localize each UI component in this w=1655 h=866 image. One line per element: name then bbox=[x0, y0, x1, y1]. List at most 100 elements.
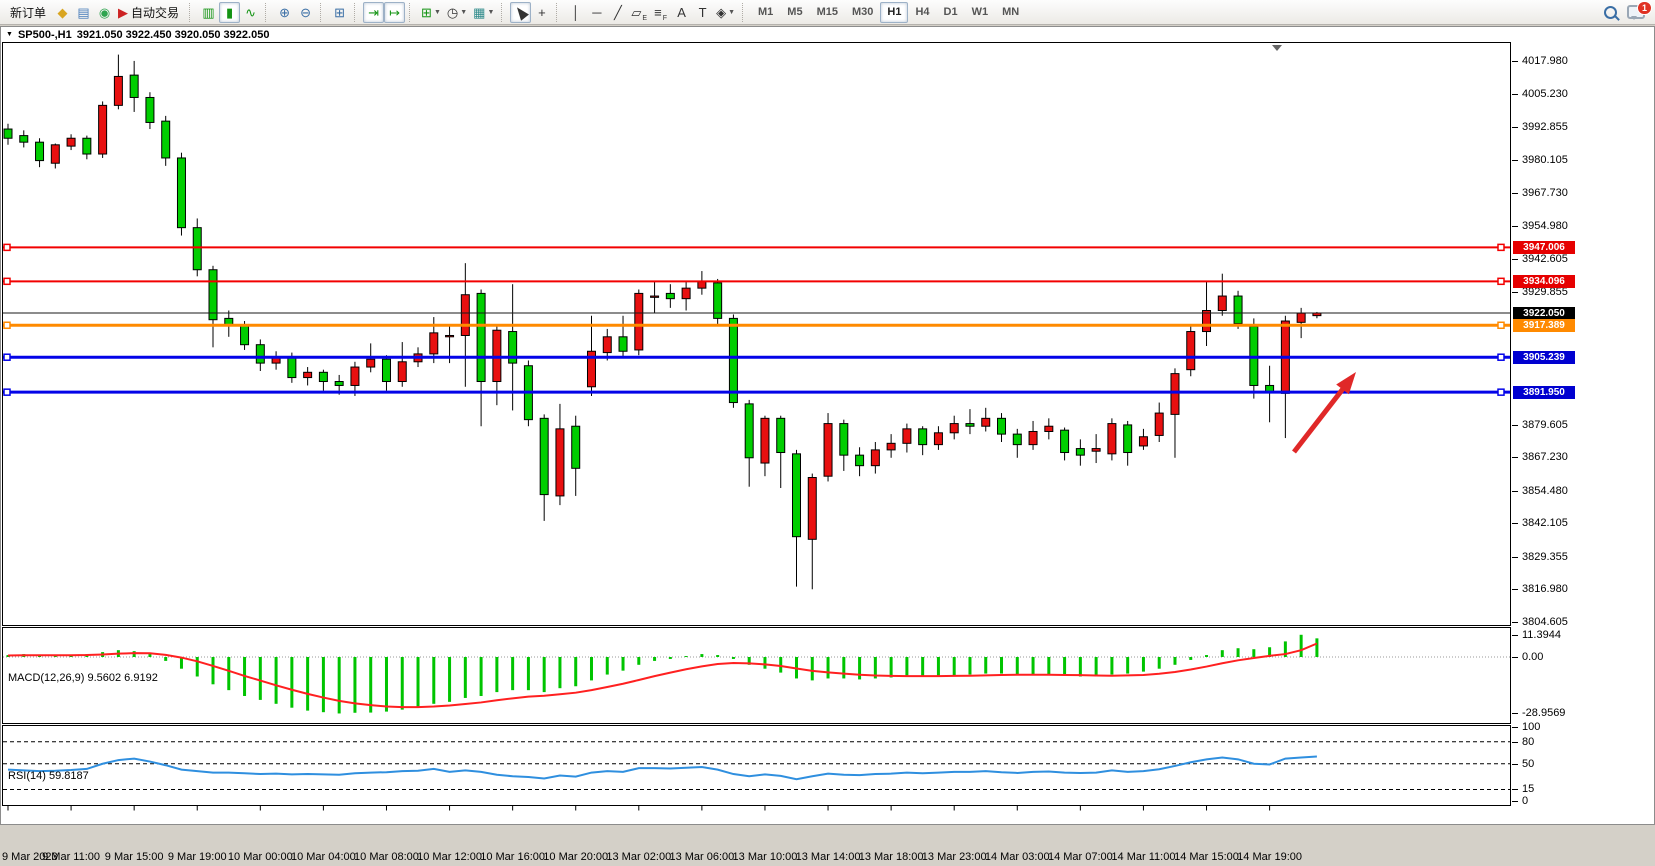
timeframe-button-mn[interactable]: MN bbox=[1002, 6, 1020, 18]
hline-handle[interactable] bbox=[1497, 388, 1505, 396]
autotrading-glyph: ▶ bbox=[118, 4, 129, 20]
shapes-button[interactable]: ◈ ▼ bbox=[713, 2, 738, 23]
trendline-button[interactable]: ╱ bbox=[607, 2, 628, 23]
scale-tick-mark bbox=[1512, 292, 1518, 294]
rsi-scale-50: 50 bbox=[1522, 757, 1535, 770]
auto-scroll-button[interactable]: ⇥ bbox=[363, 1, 385, 23]
chart-shift-marker[interactable] bbox=[1272, 45, 1282, 51]
time-label-20: 14 Mar 19:00 bbox=[1237, 851, 1303, 863]
metaeditor-icon[interactable]: ◆ bbox=[52, 2, 73, 23]
tile-windows-button[interactable]: ⊞ bbox=[329, 2, 350, 23]
fibonacci-button[interactable]: ≡ F bbox=[650, 2, 671, 23]
rsi-indicator-label: RSI(14) 59.8187 bbox=[8, 770, 89, 782]
label-button[interactable]: T bbox=[692, 2, 713, 23]
arrow-annotation-head[interactable] bbox=[1336, 372, 1356, 395]
rsi-line bbox=[7, 755, 1317, 781]
scale-tick-mark bbox=[1512, 657, 1518, 658]
timeframe-button-h4[interactable]: H4 bbox=[915, 6, 930, 18]
text-button[interactable]: A bbox=[671, 2, 692, 23]
tool-subscript: E bbox=[642, 14, 648, 22]
candlestick-chart-button[interactable]: ▮ bbox=[219, 1, 241, 23]
time-label-19: 14 Mar 15:00 bbox=[1174, 851, 1239, 863]
price-tick-4017.980: 4017.980 bbox=[1522, 54, 1568, 67]
price-scale[interactable]: 4017.980 4005.230 3992.855 3980.105 3967.730… bbox=[1512, 42, 1654, 823]
tile-windows-glyph: ⊞ bbox=[334, 4, 345, 20]
price-tick-3980.105: 3980.105 bbox=[1522, 154, 1568, 167]
timeframe-button-m15[interactable]: M15 bbox=[816, 6, 838, 18]
toolbar-right-group: 1 bbox=[1604, 1, 1652, 20]
dropdown-caret-icon[interactable]: ▼ bbox=[460, 8, 468, 16]
periodicity-button[interactable]: ◷ ▼ bbox=[444, 2, 470, 23]
time-label-14: 13 Mar 18:00 bbox=[858, 851, 924, 863]
channel-button[interactable]: ▱ E bbox=[628, 2, 650, 23]
rsi-pane-border bbox=[2, 725, 1511, 806]
hline-handle[interactable] bbox=[3, 277, 11, 286]
time-label-13: 13 Mar 14:00 bbox=[795, 851, 861, 863]
new-chart-button[interactable]: ⊞ ▼ bbox=[418, 2, 444, 23]
line-chart-button[interactable]: ∿ bbox=[240, 2, 261, 23]
timeframe-button-m30[interactable]: M30 bbox=[851, 6, 874, 18]
scale-tick-mark bbox=[1512, 589, 1518, 591]
autotrading-button-label: 自动交易 bbox=[131, 5, 180, 20]
timeframe-button-m5[interactable]: M5 bbox=[787, 6, 803, 18]
price-tick-3854.480: 3854.480 bbox=[1522, 484, 1568, 497]
arrow-annotation-line[interactable] bbox=[1292, 381, 1350, 454]
bar-chart-button[interactable]: ▥ bbox=[198, 2, 219, 23]
horizontal-line-glyph: ─ bbox=[592, 4, 602, 20]
scale-tick-mark bbox=[1512, 789, 1518, 791]
time-label-12: 13 Mar 10:00 bbox=[732, 851, 798, 863]
scale-tick-mark bbox=[1512, 741, 1518, 743]
toolbar-separator bbox=[354, 2, 359, 22]
search-icon[interactable] bbox=[1604, 5, 1617, 19]
chart-title-bar[interactable]: ▼ SP500-,H1 3921.050 3922.450 3920.050 3… bbox=[6, 28, 269, 41]
hline-handle[interactable] bbox=[1497, 321, 1505, 330]
chart-expand-icon[interactable]: ▼ bbox=[6, 31, 13, 38]
scale-tick-mark bbox=[1512, 226, 1518, 228]
timeframe-button-h1[interactable]: H1 bbox=[880, 1, 909, 23]
cursor-button[interactable] bbox=[510, 1, 532, 23]
hline-handle[interactable] bbox=[3, 353, 11, 361]
hline-handle[interactable] bbox=[1497, 243, 1505, 252]
charts-window-icon[interactable]: ▤ bbox=[73, 2, 94, 23]
chat-icon[interactable]: 1 bbox=[1627, 1, 1652, 20]
line-chart-glyph: ∿ bbox=[245, 4, 256, 20]
timeframe-button-m1[interactable]: M1 bbox=[758, 6, 774, 18]
time-ticks bbox=[7, 805, 1271, 811]
signals-icon[interactable]: ◉ bbox=[94, 2, 115, 23]
scale-tick-mark bbox=[1512, 457, 1518, 459]
zoom-out-button[interactable]: ⊖ bbox=[295, 2, 316, 23]
macd-scale-11.3944: 11.3944 bbox=[1522, 628, 1561, 641]
time-label-15: 13 Mar 23:00 bbox=[921, 851, 987, 863]
horizontal-line-button[interactable]: ─ bbox=[586, 2, 607, 23]
price-badge-3905.239: 3905.239 bbox=[1513, 350, 1575, 364]
crosshair-button[interactable]: + bbox=[531, 2, 552, 23]
text-glyph: A bbox=[677, 4, 686, 20]
macd-scale-0.00: 0.00 bbox=[1522, 651, 1544, 663]
time-label-17: 14 Mar 07:00 bbox=[1047, 851, 1113, 863]
hline-handle[interactable] bbox=[1497, 277, 1505, 286]
hline-handle[interactable] bbox=[3, 243, 11, 252]
dropdown-caret-icon[interactable]: ▼ bbox=[728, 8, 735, 16]
main-toolbar: 新订单 ◆ ▤ ◉ ▶ 自动交易 ▥ ▮ ∿ ⊕ ⊖ ⊞ ⇥ ↦ ⊞ ▼ ◷ ▼ ▦ ▼ + │ ─ ╱ ▱ E ≡ F A T ◈ ▼ M1 M… bbox=[0, 0, 1655, 25]
indicators-button[interactable]: ▦ ▼ bbox=[470, 2, 497, 23]
vertical-line-glyph: │ bbox=[571, 4, 580, 20]
macd-signal-line bbox=[7, 642, 1318, 709]
hline-handle[interactable] bbox=[1497, 353, 1505, 361]
metaeditor-icon-glyph: ◆ bbox=[57, 4, 68, 20]
vertical-line-button[interactable]: │ bbox=[565, 2, 586, 23]
autotrading-button[interactable]: ▶ 自动交易 bbox=[115, 2, 185, 23]
timeframe-button-w1[interactable]: W1 bbox=[971, 6, 989, 18]
hline-handle[interactable] bbox=[3, 388, 11, 396]
time-axis[interactable]: 9 Mar 2023 9 Mar 11:00 9 Mar 15:00 9 Mar 19… bbox=[0, 850, 1512, 866]
time-label-3: 9 Mar 19:00 bbox=[167, 851, 227, 863]
timeframe-button-d1[interactable]: D1 bbox=[943, 6, 958, 18]
scale-tick-mark bbox=[1512, 126, 1518, 128]
new-order-button[interactable]: 新订单 bbox=[4, 2, 52, 23]
dropdown-caret-icon[interactable]: ▼ bbox=[433, 8, 441, 16]
hline-handle[interactable] bbox=[3, 321, 11, 330]
zoom-in-button[interactable]: ⊕ bbox=[274, 2, 295, 23]
price-chart-canvas[interactable] bbox=[0, 42, 1512, 826]
scale-tick-mark bbox=[1512, 634, 1518, 636]
dropdown-caret-icon[interactable]: ▼ bbox=[487, 8, 495, 16]
chart-shift-button[interactable]: ↦ bbox=[384, 1, 406, 23]
